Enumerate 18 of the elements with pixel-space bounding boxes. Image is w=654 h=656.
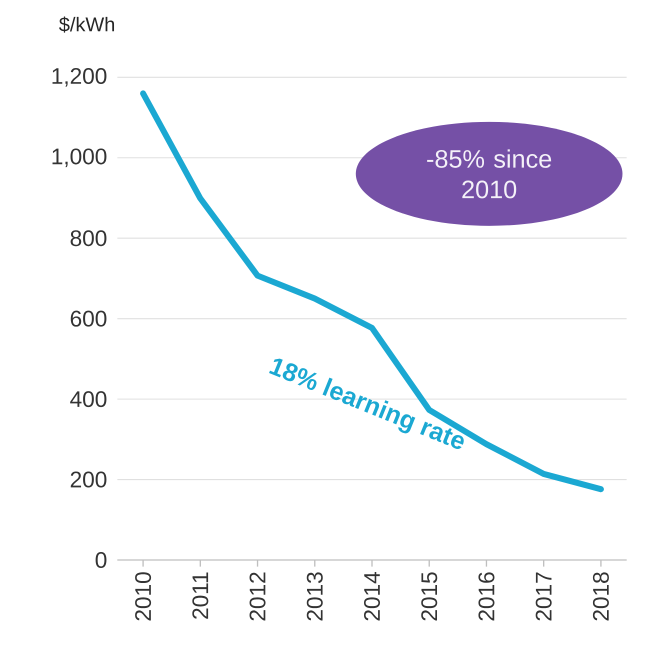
- y-tick-label: 200: [70, 472, 106, 488]
- x-tick-label: 2018: [592, 572, 609, 620]
- x-tick-label: 2012: [250, 572, 266, 620]
- y-tick-label: 600: [70, 310, 106, 327]
- y-tick-label: 1,000: [52, 148, 106, 168]
- y-tick-label: 800: [70, 230, 106, 246]
- annotation: -85% since 2010: [427, 149, 552, 198]
- x-tick-label: 2017: [536, 572, 552, 620]
- x-tick-label: 2013: [306, 572, 323, 620]
- y-tick-label: 400: [70, 391, 106, 408]
- y-tick-label: 1,200: [52, 68, 106, 87]
- x-tick-label: 2016: [478, 572, 494, 620]
- x-tick-label: 2010: [135, 572, 152, 620]
- y-tick-label: 0: [96, 552, 106, 568]
- x-tick-label: 2015: [421, 572, 438, 620]
- y-axis-title: $/kWh: [59, 16, 114, 33]
- x-tick-label: 2011: [192, 572, 208, 619]
- x-tick-label: 2014: [364, 572, 380, 620]
